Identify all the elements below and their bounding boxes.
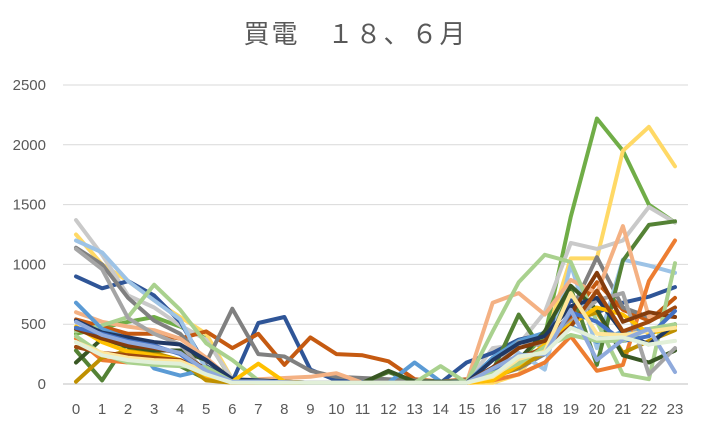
x-tick-label: 7 [254,401,262,418]
x-tick-label: 15 [458,401,475,418]
x-tick-label: 1 [98,401,106,418]
x-tick-label: 20 [589,401,606,418]
y-tick-label: 1000 [13,256,46,273]
x-tick-label: 18 [536,401,553,418]
x-tick-label: 8 [280,401,288,418]
chart-title: 買電 １８、６月 [243,20,468,50]
x-tick-label: 11 [355,401,371,418]
x-tick-label: 6 [228,401,236,418]
x-tick-label: 14 [432,401,449,418]
y-tick-label: 2000 [13,137,46,154]
x-tick-label: 10 [328,401,345,418]
x-tick-label: 22 [641,401,658,418]
series-line [74,325,677,385]
y-tick-label: 0 [38,376,46,393]
x-tick-label: 0 [72,401,80,418]
x-tick-label: 9 [306,401,314,418]
x-tick-label: 4 [176,401,184,418]
x-tick-label: 21 [615,401,632,418]
x-tick-label: 5 [202,401,210,418]
x-tick-label: 2 [124,401,132,418]
x-tick-label: 3 [150,401,158,418]
x-tick-label: 13 [406,401,423,418]
x-tick-label: 23 [667,401,684,418]
x-tick-label: 16 [484,401,501,418]
x-tick-label: 12 [380,401,397,418]
x-tick-label: 17 [510,401,527,418]
x-tick-label: 19 [562,401,579,418]
y-tick-label: 500 [21,316,46,333]
y-tick-label: 1500 [13,197,46,214]
y-tick-label: 2500 [13,77,46,94]
